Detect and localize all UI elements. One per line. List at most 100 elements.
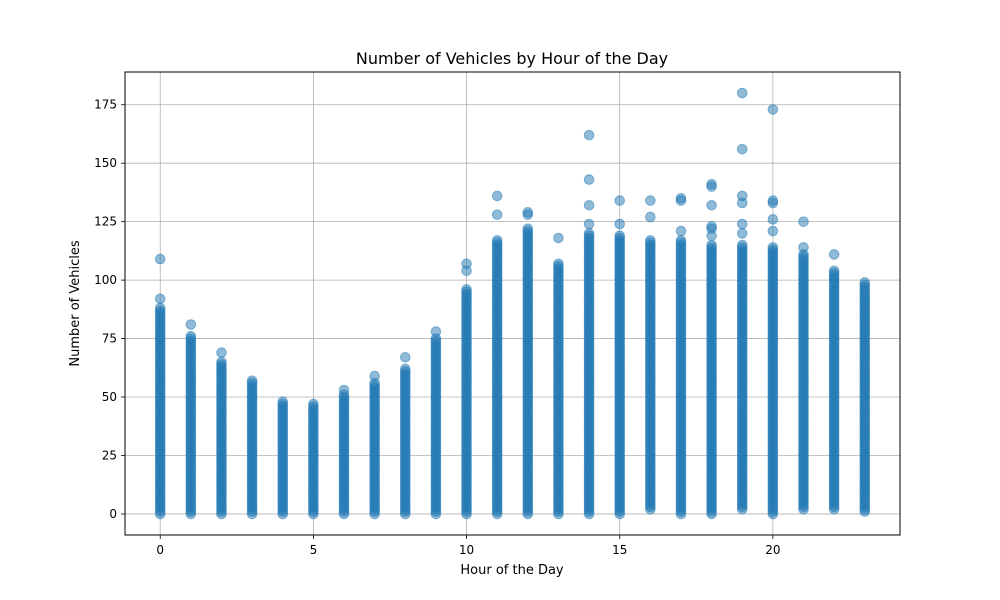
hour-column-15	[614, 230, 626, 520]
x-tick-label: 10	[459, 543, 474, 557]
hour-column-19	[736, 239, 748, 515]
data-point	[736, 239, 748, 251]
data-point	[154, 302, 166, 314]
x-axis-label: Hour of the Day	[460, 563, 564, 578]
outlier-point	[491, 209, 503, 220]
outlier-point	[154, 253, 166, 265]
outlier-point	[154, 293, 166, 305]
outlier-point	[645, 195, 656, 206]
outlier-point	[798, 216, 809, 227]
hour-column-13	[553, 258, 564, 520]
data-point	[675, 235, 687, 246]
hour-column-2	[216, 356, 227, 520]
x-tick-label: 0	[156, 543, 164, 557]
hour-column-14	[583, 228, 595, 520]
outlier-point	[736, 87, 748, 99]
outlier-point	[216, 347, 227, 358]
data-point	[216, 356, 227, 368]
hour-column-9	[430, 333, 442, 520]
outlier-point	[736, 143, 748, 155]
outlier-point	[583, 174, 595, 185]
data-point	[645, 235, 656, 246]
data-point	[522, 223, 534, 234]
outlier-point	[614, 218, 626, 230]
hour-column-8	[399, 363, 411, 520]
data-point	[583, 228, 595, 239]
outlier-point	[736, 218, 748, 230]
outlier-point	[246, 375, 258, 386]
outlier-point	[767, 104, 779, 115]
hour-column-20	[767, 242, 779, 520]
hour-column-10	[461, 284, 472, 520]
outlier-point	[706, 178, 717, 190]
outlier-point	[553, 232, 564, 244]
outlier-point	[767, 195, 779, 206]
hour-column-5	[308, 398, 319, 520]
outlier-point	[675, 192, 687, 204]
data-point	[399, 363, 411, 375]
y-tick-label: 25	[102, 448, 117, 462]
hour-column-6	[338, 389, 350, 520]
outlier-point	[491, 190, 503, 202]
y-tick-label: 0	[109, 507, 117, 521]
outlier-point	[369, 370, 380, 382]
x-tick-label: 20	[765, 543, 780, 557]
plot-frame	[124, 71, 901, 536]
data-point	[491, 235, 503, 246]
outlier-point	[736, 190, 748, 202]
hour-column-3	[246, 377, 258, 520]
y-tick-label: 150	[94, 156, 117, 170]
outlier-point	[461, 258, 472, 270]
outlier-point	[583, 129, 595, 141]
y-tick-label: 125	[94, 215, 117, 229]
data-point	[614, 230, 626, 241]
y-tick-label: 175	[94, 98, 117, 112]
outlier-point	[675, 225, 687, 237]
outlier-point	[614, 195, 626, 206]
hour-column-12	[522, 223, 534, 520]
axis-ticks: 0 5 10 15 20 0 25 50 75 100 125 150 175	[94, 98, 780, 557]
hour-column-17	[675, 235, 687, 520]
outlier-point	[430, 326, 442, 337]
data-point	[767, 242, 779, 253]
outlier-point	[645, 211, 656, 223]
hour-column-0	[154, 302, 166, 520]
y-tick-label: 75	[102, 332, 117, 346]
outlier-point	[706, 199, 717, 211]
outlier-point	[185, 319, 197, 330]
outlier-point	[828, 265, 840, 277]
data-point	[859, 277, 871, 288]
data-point	[706, 239, 717, 251]
outlier-point	[399, 351, 411, 363]
hour-column-21	[798, 249, 809, 515]
hour-column-18	[706, 239, 717, 520]
hour-column-1	[185, 330, 197, 520]
outlier-point	[798, 242, 809, 253]
outlier-point	[338, 384, 350, 396]
data-point	[461, 284, 472, 295]
data-point	[553, 258, 564, 270]
outlier-point	[583, 218, 595, 230]
data-point	[308, 398, 319, 410]
y-axis-label: Number of Vehicles	[68, 240, 83, 367]
outlier-point	[583, 199, 595, 211]
y-tick-label: 50	[102, 390, 117, 404]
y-tick-label: 100	[94, 273, 117, 287]
x-tick-label: 15	[612, 543, 627, 557]
outlier-point	[767, 225, 779, 237]
hour-column-16	[645, 235, 656, 515]
outlier-point	[522, 207, 534, 218]
hour-column-7	[369, 377, 380, 520]
outlier-point	[828, 249, 840, 260]
hour-column-23	[859, 277, 871, 517]
outlier-point	[736, 228, 748, 239]
plot-background	[125, 72, 900, 535]
data-point	[277, 396, 289, 408]
data-point	[185, 330, 197, 342]
hour-column-4	[277, 396, 289, 520]
hour-column-11	[491, 235, 503, 520]
outlier-point	[767, 214, 779, 225]
data-points	[154, 87, 871, 520]
chart-title: Number of Vehicles by Hour of the Day	[356, 49, 668, 68]
